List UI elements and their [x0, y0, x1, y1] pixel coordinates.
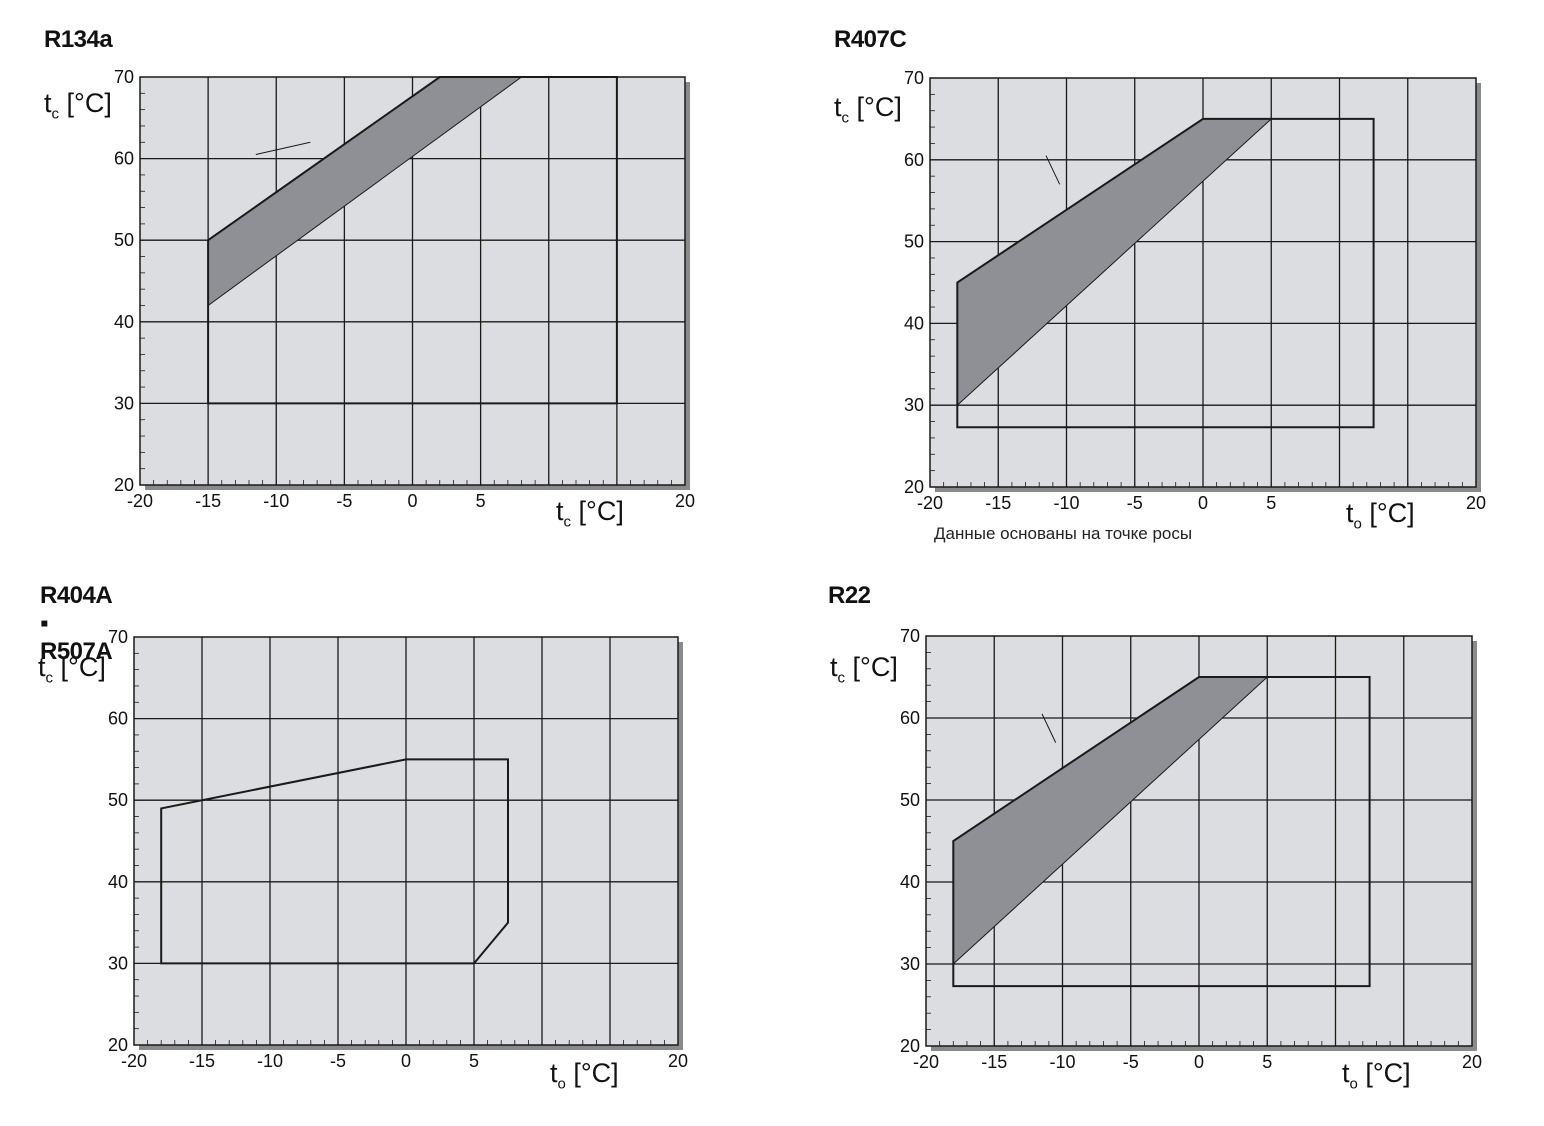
y-tick-label: 50 [900, 790, 920, 810]
operating-envelope [956, 117, 1375, 429]
y-tick-label: 50 [114, 230, 134, 250]
y-tick-label: 50 [108, 790, 128, 810]
y-tick-label: 70 [904, 68, 924, 88]
x-tick-label: -15 [981, 1052, 1007, 1072]
x-tick-label: -15 [189, 1051, 215, 1071]
dew-point-footnote: Данные основаны на точке росы [934, 524, 1193, 543]
y-tick-label: 60 [108, 709, 128, 729]
y-tick-label: 40 [108, 872, 128, 892]
x-tick-label: -5 [1123, 1052, 1139, 1072]
x-axis-label: to [°C] [1342, 1058, 1411, 1093]
y-tick-label: 60 [900, 708, 920, 728]
y-tick-label: 40 [904, 313, 924, 333]
superheat-note: toh = 20°C [560, 1000, 638, 1024]
x-tick-label: -5 [330, 1051, 346, 1071]
delta-t-label: Δtoh < 10 K [200, 146, 291, 169]
x-tick-label: 0 [401, 1051, 411, 1071]
y-tick-label: 40 [900, 872, 920, 892]
y-axis-label: tc [°C] [830, 652, 898, 687]
x-tick-label: -10 [263, 491, 289, 511]
delta-t-label: Δtoh < 10 K [992, 142, 1083, 165]
y-tick-label: 40 [114, 312, 134, 332]
shaded-region [207, 76, 524, 307]
y-tick-label: 60 [114, 149, 134, 169]
plot-shadow [145, 82, 690, 490]
x-tick-label: 0 [407, 491, 417, 511]
x-tick-label: -20 [913, 1052, 939, 1072]
plot-area [139, 76, 686, 486]
superheat-note: toh = 20°C [1354, 998, 1432, 1022]
y-tick-label: 20 [904, 477, 924, 497]
y-tick-label: 30 [900, 954, 920, 974]
x-tick-label: -20 [127, 491, 153, 511]
plot-area [925, 635, 1473, 1047]
y-tick-label: 50 [904, 232, 924, 252]
y-tick-label: 30 [108, 953, 128, 973]
x-tick-label: 20 [668, 1051, 688, 1071]
x-tick-label: -5 [1127, 493, 1143, 513]
y-tick-label: 70 [900, 626, 920, 646]
x-tick-label: 5 [1266, 493, 1276, 513]
superheat-note: toh = 20°C [1358, 440, 1436, 464]
x-tick-label: 5 [469, 1051, 479, 1071]
x-tick-label: -15 [985, 493, 1011, 513]
chart-title: R407C [834, 26, 907, 53]
y-tick-label: 30 [904, 395, 924, 415]
x-tick-label: 20 [675, 491, 695, 511]
chart-title: R22 [828, 582, 871, 609]
x-tick-label: 20 [1466, 493, 1486, 513]
y-axis-label: tc [°C] [38, 652, 106, 687]
operating-envelope [952, 676, 1371, 988]
operating-envelope [207, 76, 618, 405]
y-axis-label: tc [°C] [44, 88, 112, 123]
x-axis-label: to [°C] [1346, 498, 1415, 533]
delta-t-label: Δtoh < 10 K [988, 700, 1079, 723]
y-tick-label: 20 [114, 475, 134, 495]
superheat-note: toh = 20°C [570, 436, 648, 460]
x-tick-label: 20 [1462, 1052, 1482, 1072]
y-tick-label: 20 [108, 1035, 128, 1055]
x-tick-label: 0 [1198, 493, 1208, 513]
plot-area [133, 636, 679, 1046]
plot-shadow [139, 642, 683, 1050]
chart-title: R134a [44, 26, 113, 53]
y-tick-label: 20 [900, 1036, 920, 1056]
x-tick-label: -10 [1053, 493, 1079, 513]
y-axis-label: tc [°C] [834, 92, 902, 127]
plot-area [929, 77, 1477, 488]
x-tick-label: 5 [476, 491, 486, 511]
x-tick-label: -15 [195, 491, 221, 511]
y-tick-label: 30 [114, 393, 134, 413]
chart-title: R404A ▪ R507A [40, 582, 113, 665]
x-tick-label: -10 [257, 1051, 283, 1071]
x-tick-label: -20 [121, 1051, 147, 1071]
x-tick-label: -5 [336, 491, 352, 511]
x-tick-label: -20 [917, 493, 943, 513]
operating-envelope [160, 758, 509, 965]
x-axis-label: to [°C] [550, 1058, 619, 1093]
y-tick-label: 70 [114, 67, 134, 87]
x-axis-label: tc [°C] [556, 496, 624, 531]
y-tick-label: 60 [904, 150, 924, 170]
x-tick-label: 5 [1262, 1052, 1272, 1072]
x-tick-label: 0 [1194, 1052, 1204, 1072]
x-tick-label: -10 [1049, 1052, 1075, 1072]
